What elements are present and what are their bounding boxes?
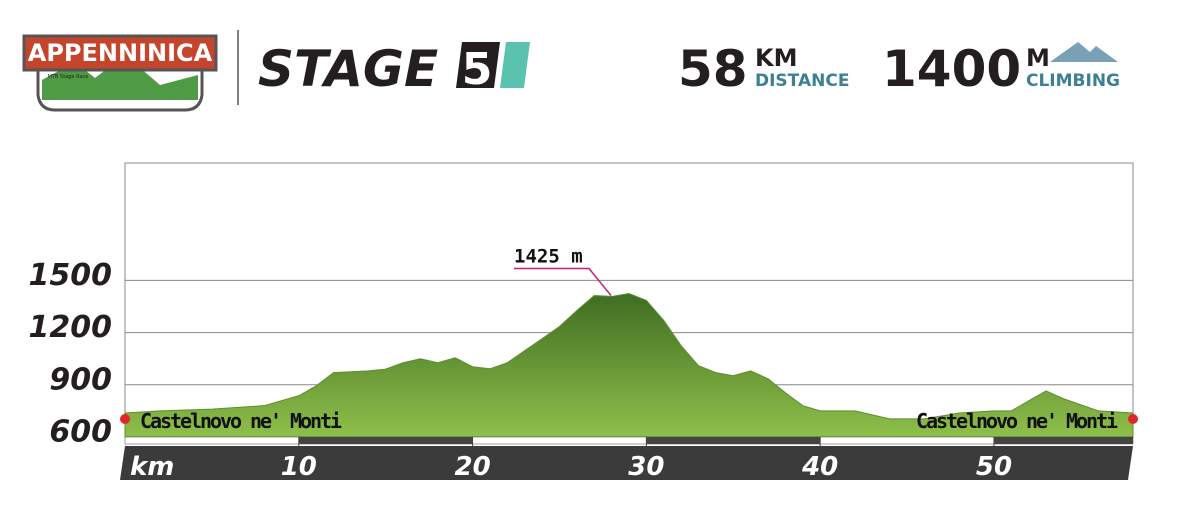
x-tick-label: 40 — [801, 452, 838, 482]
km-stripe — [298, 436, 473, 445]
x-tick-label: 10 — [281, 452, 317, 482]
y-tick-label: 900 — [49, 362, 112, 397]
annotation-leader — [514, 267, 612, 296]
climb-value: 1400 — [882, 40, 1021, 98]
km-stripe — [472, 436, 647, 445]
start-point — [120, 414, 130, 424]
km-bar — [120, 446, 1133, 480]
elevation-area — [124, 292, 1134, 438]
climb-unit: M — [1026, 44, 1050, 72]
y-tick-label: 600 — [49, 415, 112, 450]
annotation: 1425 m — [514, 245, 583, 267]
km-stripe — [819, 436, 995, 445]
x-tick-label: 50 — [976, 452, 1012, 482]
end-point — [1128, 414, 1138, 424]
distance-unit: KM — [755, 44, 797, 72]
logo-text: APPENNINICA — [28, 39, 213, 67]
stage-number: 5 — [462, 44, 493, 95]
logo-mountain — [42, 55, 198, 100]
y-tick-label: 1200 — [29, 310, 113, 345]
x-tick-label: 20 — [454, 452, 490, 482]
logo-subtitle: MTB Stage Race — [48, 74, 89, 80]
stage-box — [456, 42, 500, 88]
climb-label: CLIMBING — [1026, 71, 1120, 91]
km-stripe — [993, 436, 1134, 445]
end-label: Castelnovo ne' Monti — [916, 409, 1118, 433]
stage-label: STAGE — [258, 40, 438, 98]
logo: APPENNINICA MTB Stage Race — [22, 34, 218, 112]
distance-label: DISTANCE — [755, 71, 849, 91]
climb-icon — [1050, 42, 1118, 62]
km-stripe — [124, 436, 300, 445]
distance-value: 58 — [678, 40, 748, 98]
logo-banner — [22, 34, 218, 72]
start-label: Castelnovo ne' Monti — [140, 409, 342, 433]
y-tick-label: 1500 — [29, 258, 113, 293]
km-stripe — [646, 436, 821, 445]
x-axis-label: km — [130, 452, 174, 482]
x-tick-label: 30 — [628, 452, 664, 482]
stage-accent — [500, 42, 530, 88]
